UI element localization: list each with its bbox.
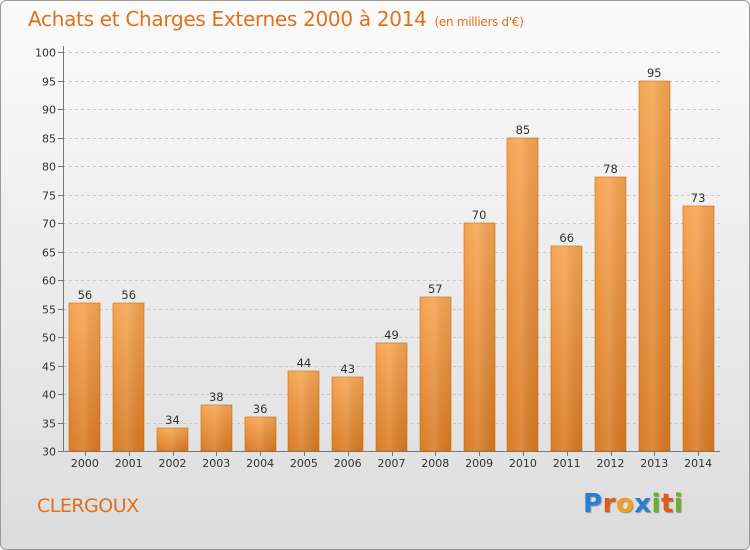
x-tick-label-2004: 2004 xyxy=(246,457,274,470)
commune-name: CLERGOUX xyxy=(37,495,139,517)
x-tick-label-2011: 2011 xyxy=(553,457,581,470)
data-label-2013: 95 xyxy=(647,66,662,80)
x-tick-label-2009: 2009 xyxy=(465,457,493,470)
y-tick-label: 45 xyxy=(42,361,56,374)
data-label-2005: 44 xyxy=(297,356,312,370)
bar-shine-2000 xyxy=(69,303,100,451)
bar-shine-2014 xyxy=(683,206,714,451)
y-tick-label: 90 xyxy=(42,104,56,117)
data-label-2012: 78 xyxy=(603,162,618,176)
data-label-2002: 34 xyxy=(165,413,180,427)
y-tick-label: 65 xyxy=(42,247,56,260)
data-label-2011: 66 xyxy=(559,231,574,245)
y-tick-label: 70 xyxy=(42,218,56,231)
bar-shine-2002 xyxy=(157,428,188,451)
x-tick-label-2006: 2006 xyxy=(334,457,362,470)
data-label-2003: 38 xyxy=(209,390,224,404)
axes: 30 35 40 45 50 55 60 65 70 75 80 85 90 95 100 2000 2001 2… xyxy=(35,46,720,470)
bar-shine-2009 xyxy=(464,223,495,451)
y-tick-label: 85 xyxy=(42,133,56,146)
data-label-2010: 85 xyxy=(516,123,531,137)
x-tick-label-2012: 2012 xyxy=(597,457,625,470)
y-tick-label: 35 xyxy=(42,418,56,431)
y-tick-label: 40 xyxy=(42,389,56,402)
y-tick-label: 100 xyxy=(35,47,56,60)
data-label-2014: 73 xyxy=(691,191,706,205)
x-tick-label-2008: 2008 xyxy=(421,457,449,470)
x-tick-label-2002: 2002 xyxy=(159,457,187,470)
bar-shine-2004 xyxy=(245,417,276,451)
chart-title-text: Achats et Charges Externes 2000 à 2014 xyxy=(28,7,427,31)
data-label-2004: 36 xyxy=(253,402,268,416)
y-tick-label: 95 xyxy=(42,76,56,89)
data-label-2009: 70 xyxy=(472,208,487,222)
x-tick-label-2013: 2013 xyxy=(640,457,668,470)
x-tick-label-2010: 2010 xyxy=(509,457,537,470)
data-label-2008: 57 xyxy=(428,282,443,296)
x-tick-label-2003: 2003 xyxy=(202,457,230,470)
bar-shine-2010 xyxy=(507,138,538,451)
data-label-2007: 49 xyxy=(384,328,399,342)
bar-shine-2008 xyxy=(420,297,451,451)
bar-shine-2005 xyxy=(288,371,319,451)
y-tick-label: 50 xyxy=(42,332,56,345)
bar-shine-2012 xyxy=(595,177,626,451)
logo-letter-3: x xyxy=(634,489,652,519)
logo-letter-1: r xyxy=(602,489,616,519)
chart-title: Achats et Charges Externes 2000 à 2014 (e… xyxy=(28,7,524,31)
bar-shine-2003 xyxy=(201,405,232,451)
logo-letter-4: i xyxy=(651,489,661,519)
data-labels: 56 56 34 38 36 44 43 49 57 70 85 66 78 95 73 xyxy=(78,66,706,427)
bar-shine-2011 xyxy=(551,246,582,451)
y-tick-label: 30 xyxy=(42,446,56,459)
bars xyxy=(68,80,715,452)
x-tick-label-2007: 2007 xyxy=(378,457,406,470)
logo-letter-6: i xyxy=(673,489,684,519)
y-tick-label: 80 xyxy=(42,161,56,174)
bar-shine-2006 xyxy=(332,377,363,451)
data-label-2001: 56 xyxy=(121,288,136,302)
y-tick-label: 60 xyxy=(42,275,56,288)
bar-shine-2007 xyxy=(376,343,407,451)
x-tick-label-2001: 2001 xyxy=(115,457,143,470)
proxiti-logo[interactable]: Proxiti xyxy=(583,489,683,519)
data-label-2006: 43 xyxy=(340,362,355,376)
x-tick-label-2000: 2000 xyxy=(71,457,99,470)
y-tick-label: 55 xyxy=(42,304,56,317)
data-label-2000: 56 xyxy=(78,288,93,302)
logo-letter-2: o xyxy=(615,489,635,519)
logo-letter-0: P xyxy=(583,489,603,519)
logo-letter-5: t xyxy=(660,489,674,519)
chart-subtitle: (en milliers d'€) xyxy=(434,15,524,29)
y-tick-label: 75 xyxy=(42,190,56,203)
x-tick-label-2014: 2014 xyxy=(684,457,712,470)
x-tick-label-2005: 2005 xyxy=(290,457,318,470)
bar-shine-2013 xyxy=(639,81,670,451)
bar-shine-2001 xyxy=(113,303,144,451)
